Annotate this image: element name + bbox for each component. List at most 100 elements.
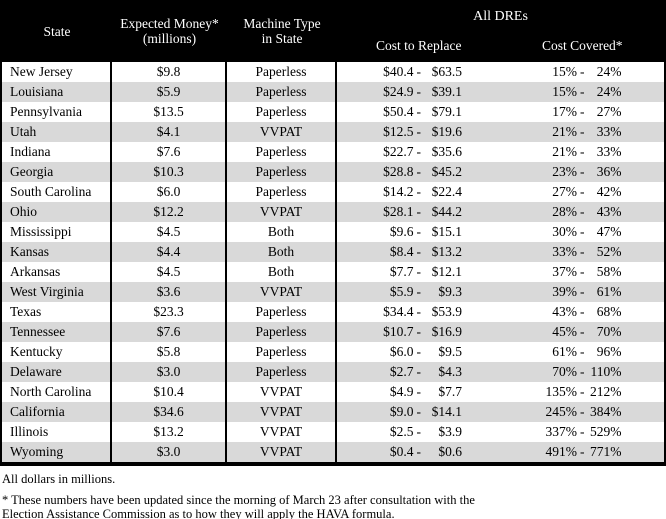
state-cell: Indiana <box>2 142 112 162</box>
machine-type-cell: Paperless <box>227 162 337 182</box>
cost-covered-value: 15% -24% <box>501 82 665 102</box>
cost-low: $28.1 <box>383 204 414 219</box>
machine-type-value: VVPAT <box>259 444 303 459</box>
cost-covered-value: 28% -43% <box>501 202 665 222</box>
range-dash: - <box>580 424 585 439</box>
all-dres-cell: $22.7- $35.6 21% -33% <box>337 142 664 162</box>
table-row: Kansas $4.4 Both $8.4- $13.2 33% -52% <box>2 242 664 262</box>
state-cell: New Jersey <box>2 62 112 82</box>
machine-type-cell: Paperless <box>227 62 337 82</box>
range-dash: - <box>580 104 585 119</box>
expected-money-value: $6.0 <box>156 184 181 199</box>
machine-type-cell: VVPAT <box>227 442 337 462</box>
expected-money-cell: $3.6 <box>112 282 227 302</box>
all-dres-cell: $9.0- $14.1 245% -384% <box>337 402 664 422</box>
range-dash: - <box>416 124 422 139</box>
cost-to-replace-value: $2.5- $3.9 <box>337 422 501 442</box>
cost-low: $10.7 <box>383 324 414 339</box>
cost-to-replace-value: $6.0- $9.5 <box>337 342 501 362</box>
cost-low: $7.7 <box>389 264 414 279</box>
state-cell: California <box>2 402 112 422</box>
cost-high: $12.1 <box>431 264 462 279</box>
cost-high: $63.5 <box>431 64 462 79</box>
all-dres-cell: $6.0- $9.5 61% -96% <box>337 342 664 362</box>
machine-type-cell: Both <box>227 242 337 262</box>
cost-covered-value: 43% -68% <box>501 302 665 322</box>
expected-money-value: $13.5 <box>153 104 184 119</box>
cost-low: $9.0 <box>389 404 414 419</box>
expected-money-value: $9.8 <box>156 64 181 79</box>
all-dres-cell: $2.7- $4.3 70% -110% <box>337 362 664 382</box>
cost-to-replace-value: $10.7- $16.9 <box>337 322 501 342</box>
covered-low: 61% <box>552 344 577 359</box>
cost-covered-value: 17% -27% <box>501 102 665 122</box>
cost-covered-value: 245% -384% <box>501 402 665 422</box>
covered-low: 21% <box>552 124 577 139</box>
cost-high: $53.9 <box>431 304 462 319</box>
expected-money-value: $7.6 <box>156 144 181 159</box>
covered-low: 491% <box>545 444 578 459</box>
expected-money-value: $4.5 <box>156 264 181 279</box>
cost-high: $44.2 <box>431 204 462 219</box>
range-dash: - <box>416 304 422 319</box>
range-dash: - <box>416 344 422 359</box>
cost-high: $9.5 <box>438 344 462 359</box>
expected-money-cell: $6.0 <box>112 182 227 202</box>
cost-to-replace-value: $9.6- $15.1 <box>337 222 501 242</box>
cost-covered-value: 70% -110% <box>501 362 665 382</box>
expected-money-cell: $12.2 <box>112 202 227 222</box>
range-dash: - <box>580 404 585 419</box>
cost-to-replace-value: $28.1- $44.2 <box>337 202 501 222</box>
range-dash: - <box>416 444 422 459</box>
footnote-updated-line1: * These numbers have been updated since … <box>2 492 475 507</box>
machine-type-value: Paperless <box>255 104 307 119</box>
footnotes: All dollars in millions. * These numbers… <box>0 466 666 519</box>
covered-low: 28% <box>552 204 577 219</box>
state-name: California <box>10 404 65 419</box>
expected-money-value: $4.5 <box>156 224 181 239</box>
machine-type-cell: Paperless <box>227 142 337 162</box>
cost-covered-value: 61% -96% <box>501 342 665 362</box>
covered-high: 384% <box>590 404 622 419</box>
cost-high: $9.3 <box>438 284 462 299</box>
table-row: South Carolina $6.0 Paperless $14.2- $22.… <box>2 182 664 202</box>
range-dash: - <box>580 84 585 99</box>
cost-high: $45.2 <box>431 164 462 179</box>
range-dash: - <box>416 244 422 259</box>
expected-money-cell: $13.5 <box>112 102 227 122</box>
state-cell: South Carolina <box>2 182 112 202</box>
cost-to-replace-value: $40.4- $63.5 <box>337 62 501 82</box>
machine-type-value: Paperless <box>255 324 307 339</box>
expected-money-cell: $5.9 <box>112 82 227 102</box>
range-dash: - <box>580 184 585 199</box>
state-name: Tennessee <box>10 324 66 339</box>
cost-high: $16.9 <box>431 324 462 339</box>
machine-type-cell: Paperless <box>227 102 337 122</box>
range-dash: - <box>580 324 585 339</box>
range-dash: - <box>416 104 422 119</box>
state-cell: Mississippi <box>2 222 112 242</box>
expected-money-value: $5.8 <box>156 344 181 359</box>
machine-type-value: Both <box>267 264 295 279</box>
expected-money-cell: $10.4 <box>112 382 227 402</box>
all-dres-cell: $5.9- $9.3 39% -61% <box>337 282 664 302</box>
state-name: Arkansas <box>10 264 61 279</box>
footnote-updated-line2: Election Assistance Commission as to how… <box>2 507 395 519</box>
machine-type-value: Paperless <box>255 364 307 379</box>
expected-money-cell: $4.5 <box>112 262 227 282</box>
state-name: Wyoming <box>10 444 64 459</box>
range-dash: - <box>580 124 585 139</box>
table-body: New Jersey $9.8 Paperless $40.4- $63.5 15… <box>2 62 664 462</box>
range-dash: - <box>416 324 422 339</box>
range-dash: - <box>580 344 585 359</box>
machine-type-value: Paperless <box>255 304 307 319</box>
machine-type-value: VVPAT <box>259 284 303 299</box>
cost-to-replace-value: $4.9- $7.7 <box>337 382 501 402</box>
state-name: North Carolina <box>10 384 92 399</box>
range-dash: - <box>580 304 585 319</box>
expected-money-cell: $5.8 <box>112 342 227 362</box>
range-dash: - <box>580 64 585 79</box>
range-dash: - <box>416 224 422 239</box>
cost-to-replace-value: $28.8- $45.2 <box>337 162 501 182</box>
covered-low: 337% <box>545 424 578 439</box>
